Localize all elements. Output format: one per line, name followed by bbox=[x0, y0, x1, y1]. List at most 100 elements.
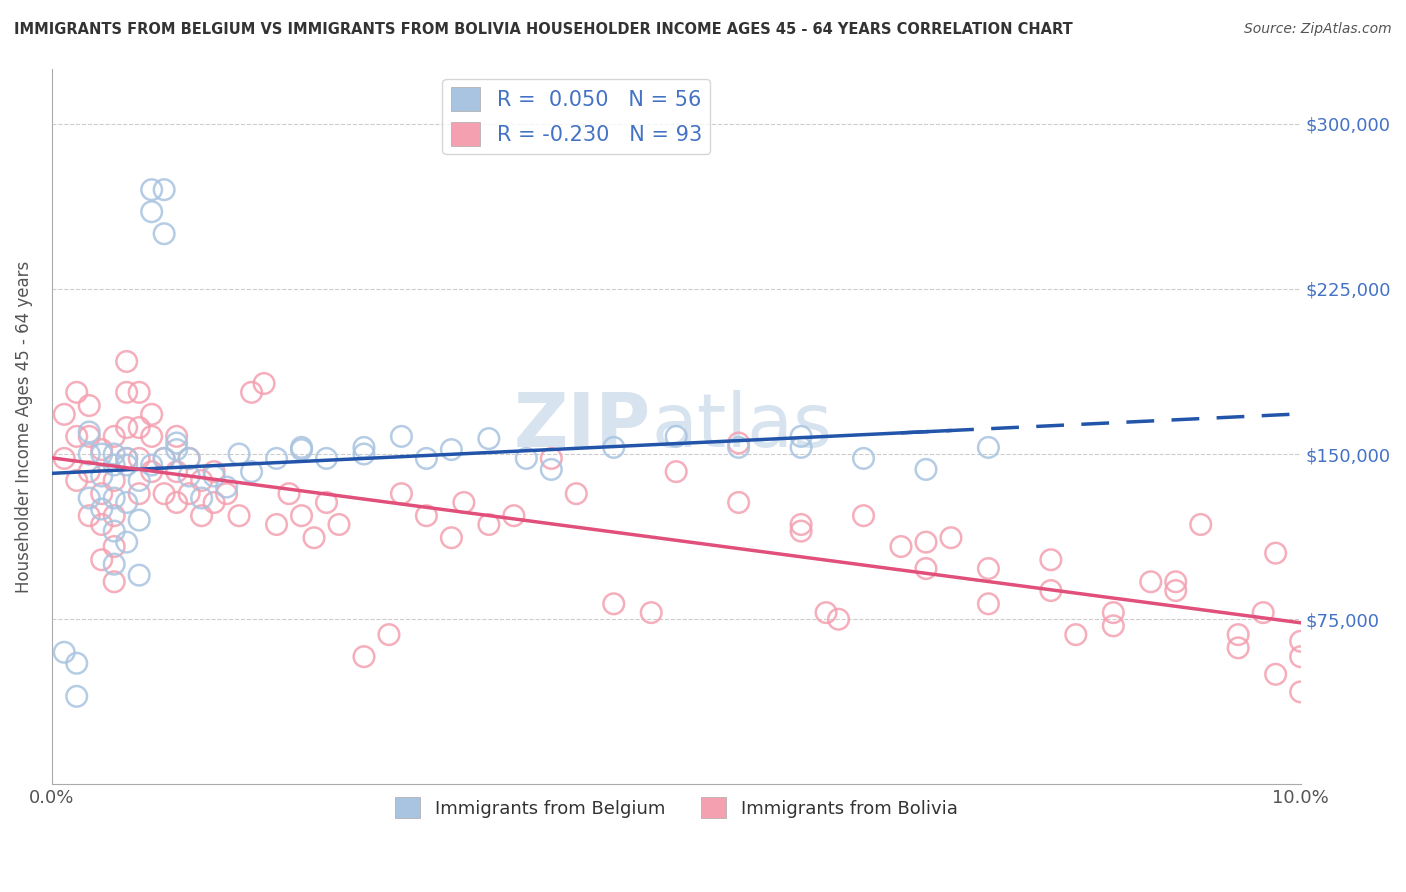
Point bbox=[115, 451, 138, 466]
Point bbox=[128, 513, 150, 527]
Point bbox=[103, 508, 125, 523]
Point bbox=[53, 451, 76, 466]
Point bbox=[790, 517, 813, 532]
Point bbox=[141, 408, 163, 422]
Point bbox=[202, 465, 225, 479]
Point bbox=[727, 441, 749, 455]
Point bbox=[90, 469, 112, 483]
Point bbox=[202, 495, 225, 509]
Point bbox=[77, 425, 100, 439]
Point bbox=[103, 474, 125, 488]
Point bbox=[53, 645, 76, 659]
Point bbox=[128, 451, 150, 466]
Point bbox=[1289, 685, 1312, 699]
Point bbox=[128, 568, 150, 582]
Point bbox=[328, 517, 350, 532]
Point bbox=[115, 354, 138, 368]
Point bbox=[266, 517, 288, 532]
Point bbox=[228, 508, 250, 523]
Point bbox=[240, 465, 263, 479]
Point bbox=[478, 432, 501, 446]
Point bbox=[141, 465, 163, 479]
Point bbox=[515, 451, 537, 466]
Point bbox=[391, 429, 413, 443]
Point bbox=[915, 535, 938, 549]
Point bbox=[1227, 640, 1250, 655]
Point bbox=[215, 480, 238, 494]
Point bbox=[665, 429, 688, 443]
Point bbox=[353, 649, 375, 664]
Point bbox=[302, 531, 325, 545]
Point bbox=[115, 385, 138, 400]
Point bbox=[790, 429, 813, 443]
Point bbox=[640, 606, 662, 620]
Point bbox=[502, 508, 524, 523]
Point bbox=[77, 429, 100, 443]
Point bbox=[90, 442, 112, 457]
Point bbox=[90, 447, 112, 461]
Point bbox=[190, 491, 212, 505]
Point bbox=[179, 451, 201, 466]
Point bbox=[1264, 546, 1286, 560]
Point bbox=[141, 204, 163, 219]
Point bbox=[852, 508, 875, 523]
Point bbox=[103, 557, 125, 571]
Point bbox=[179, 451, 201, 466]
Point bbox=[77, 491, 100, 505]
Point bbox=[128, 420, 150, 434]
Point bbox=[77, 465, 100, 479]
Point bbox=[166, 436, 188, 450]
Point bbox=[915, 561, 938, 575]
Point bbox=[1289, 634, 1312, 648]
Point bbox=[190, 474, 212, 488]
Point bbox=[103, 574, 125, 589]
Point bbox=[1064, 627, 1087, 641]
Point bbox=[391, 486, 413, 500]
Point bbox=[852, 451, 875, 466]
Point bbox=[540, 451, 562, 466]
Point bbox=[353, 441, 375, 455]
Point bbox=[77, 399, 100, 413]
Point bbox=[915, 462, 938, 476]
Point bbox=[153, 486, 176, 500]
Point bbox=[166, 465, 188, 479]
Point bbox=[1164, 574, 1187, 589]
Point bbox=[202, 469, 225, 483]
Y-axis label: Householder Income Ages 45 - 64 years: Householder Income Ages 45 - 64 years bbox=[15, 260, 32, 592]
Legend: Immigrants from Belgium, Immigrants from Bolivia: Immigrants from Belgium, Immigrants from… bbox=[388, 790, 965, 825]
Text: atlas: atlas bbox=[651, 390, 832, 463]
Point bbox=[1039, 583, 1062, 598]
Point bbox=[66, 385, 89, 400]
Point bbox=[1251, 606, 1274, 620]
Point bbox=[727, 436, 749, 450]
Point bbox=[141, 429, 163, 443]
Point bbox=[1039, 553, 1062, 567]
Point bbox=[153, 227, 176, 241]
Point bbox=[90, 502, 112, 516]
Point bbox=[1139, 574, 1161, 589]
Point bbox=[815, 606, 838, 620]
Point bbox=[66, 657, 89, 671]
Point bbox=[603, 441, 626, 455]
Point bbox=[1289, 649, 1312, 664]
Point bbox=[90, 517, 112, 532]
Point bbox=[440, 442, 463, 457]
Point bbox=[453, 495, 475, 509]
Point bbox=[66, 474, 89, 488]
Point bbox=[166, 495, 188, 509]
Point bbox=[77, 508, 100, 523]
Point bbox=[603, 597, 626, 611]
Point bbox=[378, 627, 401, 641]
Point bbox=[103, 540, 125, 554]
Text: Source: ZipAtlas.com: Source: ZipAtlas.com bbox=[1244, 22, 1392, 37]
Point bbox=[90, 553, 112, 567]
Point bbox=[179, 486, 201, 500]
Point bbox=[90, 486, 112, 500]
Point bbox=[977, 441, 1000, 455]
Point bbox=[266, 451, 288, 466]
Point bbox=[977, 561, 1000, 575]
Point bbox=[315, 495, 337, 509]
Point bbox=[977, 597, 1000, 611]
Point bbox=[115, 495, 138, 509]
Point bbox=[727, 495, 749, 509]
